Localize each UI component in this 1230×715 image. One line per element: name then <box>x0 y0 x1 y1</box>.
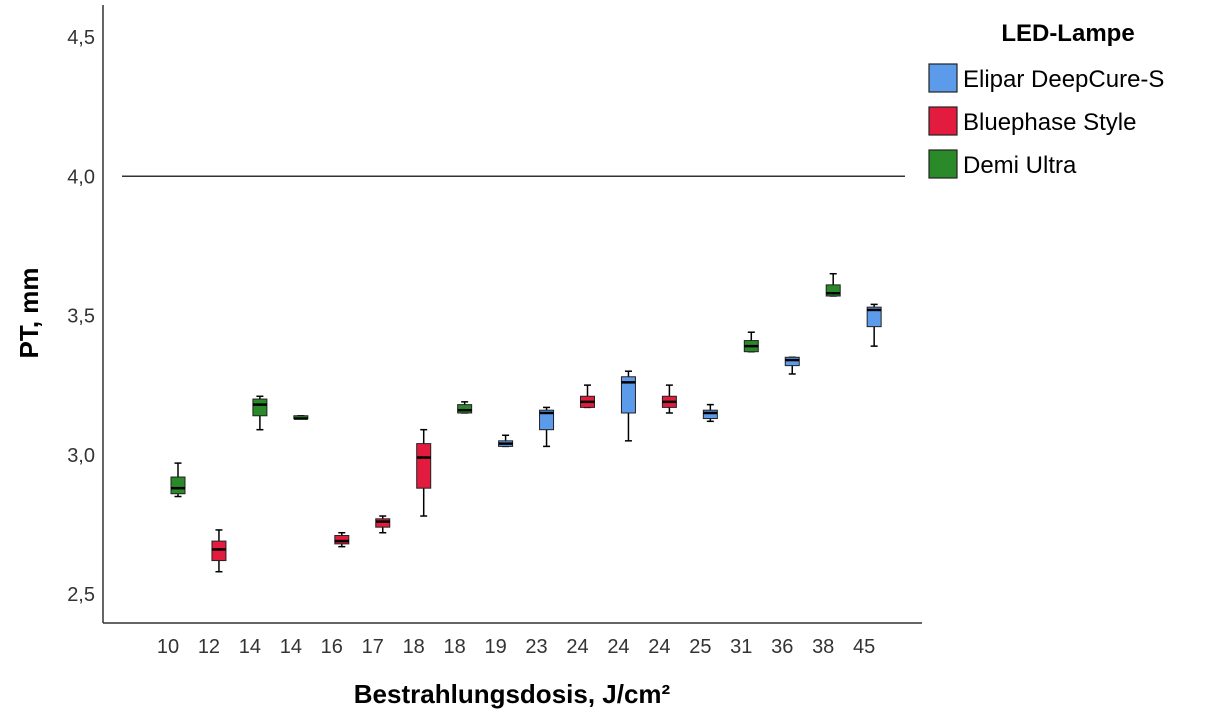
y-tick-label: 4,0 <box>67 166 95 188</box>
box-5 <box>375 515 391 534</box>
box <box>620 376 636 414</box>
box <box>457 404 473 414</box>
box-series <box>170 272 882 573</box>
box-15 <box>784 356 800 375</box>
x-tick-label: 19 <box>484 636 506 658</box>
x-axis-title: Bestrahlungsdosis, J/cm² <box>354 679 671 709</box>
box-7 <box>457 401 473 414</box>
x-tick-label: 25 <box>689 636 711 658</box>
box-10 <box>580 384 595 409</box>
x-tick-label: 12 <box>198 636 220 658</box>
box-0 <box>170 462 186 498</box>
x-tick-label: 24 <box>648 636 670 658</box>
legend-item: Elipar DeepCure-S <box>928 63 1164 93</box>
y-axis-ticks: 2,5 3,0 3,5 4,0 4,5 <box>67 27 95 606</box>
box <box>375 518 391 528</box>
box-11 <box>620 370 636 442</box>
box-2 <box>252 395 268 431</box>
legend-swatch <box>928 106 958 136</box>
box-3 <box>293 415 309 420</box>
box <box>211 540 227 562</box>
legend-swatch <box>928 149 958 179</box>
box-8 <box>498 434 514 448</box>
x-tick-label: 18 <box>444 636 466 658</box>
box-14 <box>743 331 759 353</box>
legend-item: Bluephase Style <box>928 106 1136 136</box>
x-tick-label: 17 <box>362 636 384 658</box>
y-tick-label: 3,0 <box>67 445 95 467</box>
box-16 <box>825 272 841 297</box>
legend-item: Demi Ultra <box>928 149 1077 179</box>
legend-items: Elipar DeepCure-S Bluephase Style Demi Ult… <box>928 63 1164 179</box>
legend-title: LED-Lampe <box>1001 20 1134 47</box>
x-tick-label: 14 <box>239 636 261 658</box>
box-12 <box>661 384 677 414</box>
box <box>866 306 882 328</box>
box <box>252 398 268 417</box>
box-1 <box>211 529 227 573</box>
box-9 <box>539 406 555 448</box>
box-4 <box>334 531 350 548</box>
plot-frame <box>102 5 922 624</box>
y-tick-label: 4,5 <box>67 27 95 49</box>
y-tick-label: 3,5 <box>67 306 95 328</box>
x-tick-label: 24 <box>566 636 588 658</box>
legend-label: Demi Ultra <box>963 152 1077 179</box>
box <box>702 409 718 420</box>
box <box>170 476 186 495</box>
box <box>539 409 555 431</box>
box-6 <box>416 428 432 517</box>
box-13 <box>702 403 718 423</box>
y-axis-title: PT, mm <box>14 267 44 358</box>
box-17 <box>866 303 882 347</box>
x-tick-label: 24 <box>607 636 629 658</box>
x-tick-label: 14 <box>280 636 302 658</box>
legend-label: Bluephase Style <box>963 109 1136 136</box>
x-tick-label: 36 <box>771 636 793 658</box>
legend-label: Elipar DeepCure-S <box>963 66 1164 93</box>
x-tick-label: 10 <box>157 636 179 658</box>
x-axis-ticks: 10 12 14 14 16 17 18 18 19 23 24 24 24 25 31 36 38 45 <box>157 636 875 658</box>
x-tick-label: 45 <box>853 636 875 658</box>
x-tick-label: 16 <box>321 636 343 658</box>
legend-swatch <box>928 63 958 93</box>
x-tick-label: 18 <box>403 636 425 658</box>
box <box>825 284 841 297</box>
x-tick-label: 31 <box>730 636 752 658</box>
legend: LED-Lampe Elipar DeepCure-S Bluephase Sty… <box>928 20 1164 179</box>
box <box>416 443 432 489</box>
x-tick-label: 38 <box>812 636 834 658</box>
box <box>784 356 800 367</box>
box <box>334 535 350 545</box>
y-tick-label: 2,5 <box>67 584 95 606</box>
x-tick-label: 23 <box>525 636 547 658</box>
